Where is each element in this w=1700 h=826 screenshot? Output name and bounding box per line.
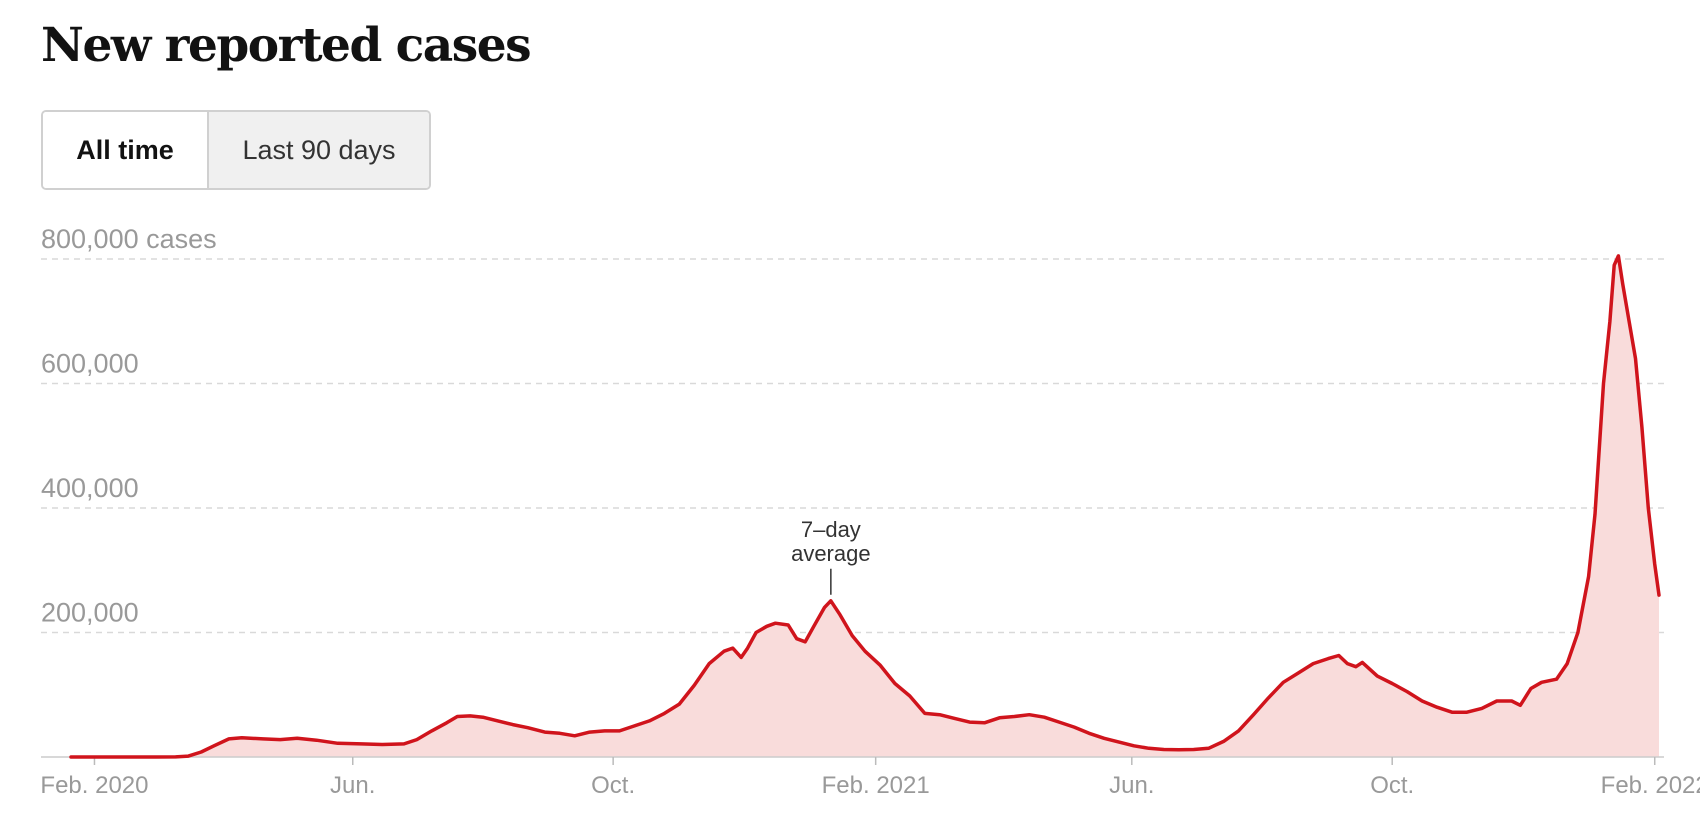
gridlines [41, 258, 1664, 634]
y-tick-label: 400,000 [41, 473, 139, 503]
x-tick-label: Oct. [1370, 772, 1414, 799]
y-axis-labels: 200,000 400,000 600,000 800,000 cases [41, 224, 217, 628]
annotation-label-line-2: average [791, 541, 871, 566]
x-tick-label: Jun. [330, 772, 375, 799]
annotation-label-line-1: 7–day [801, 517, 861, 542]
y-tick-label: 600,000 [41, 349, 139, 379]
x-tick-label: Jun. [1109, 772, 1154, 799]
y-tick-label: 200,000 [41, 598, 139, 628]
annotation: 7–day average [791, 517, 871, 595]
x-tick-label: Oct. [591, 772, 635, 799]
seven-day-average-line [69, 254, 1661, 759]
time-range-toggle: All time Last 90 days [41, 110, 431, 190]
x-tick-label: Feb. 2022 [1601, 772, 1700, 799]
last-90-days-button[interactable]: Last 90 days [207, 112, 429, 188]
x-tick-label: Feb. 2021 [822, 772, 930, 799]
x-tick-label: Feb. 2020 [40, 772, 148, 799]
chart-title: New reported cases [41, 18, 532, 73]
all-time-button[interactable]: All time [43, 112, 207, 188]
x-axis: Feb. 2020 Jun. Oct. Feb. 2021 Jun. Oct. Feb. 2… [40, 757, 1700, 799]
cases-area-fill [71, 255, 1659, 757]
y-tick-label: 800,000 cases [41, 224, 217, 254]
